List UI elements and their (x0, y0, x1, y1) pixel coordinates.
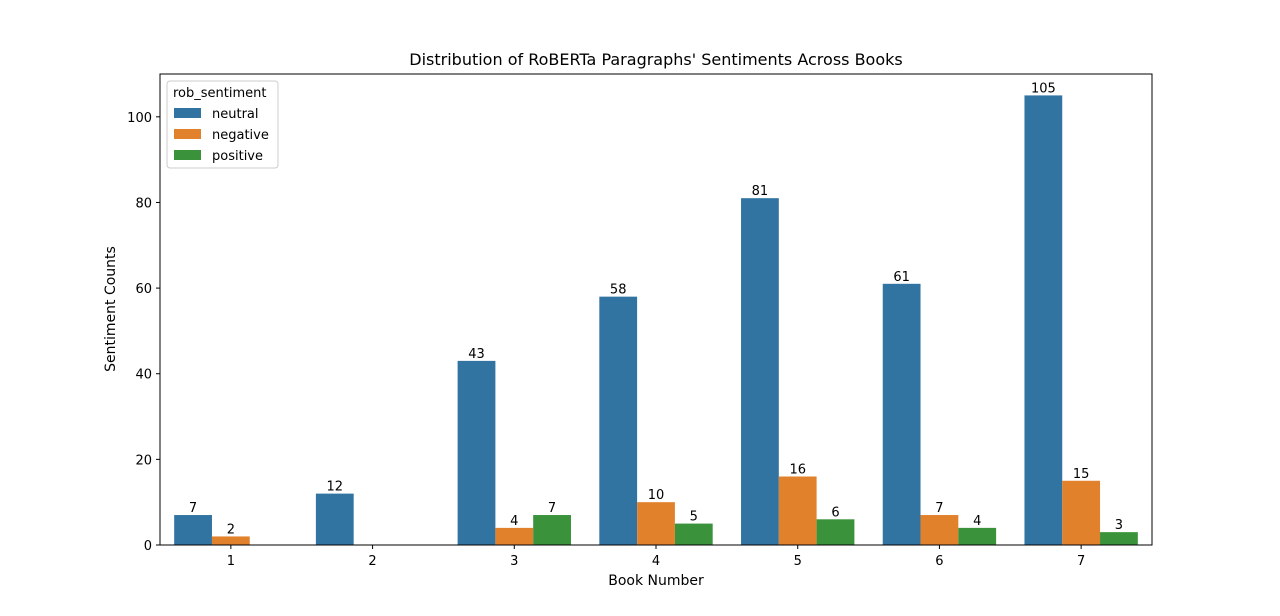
x-axis: 1 2 3 4 5 6 7 (227, 545, 1085, 569)
bar-value-label: 2 (227, 522, 235, 537)
bar-neutral-3 (457, 360, 496, 545)
bar-neutral-2 (315, 493, 354, 545)
legend-label-positive: positive (212, 149, 263, 164)
bar-value-label: 16 (789, 462, 806, 477)
bar-negative-6 (920, 515, 959, 545)
bar-neutral-5 (741, 198, 779, 545)
bar-value-label: 7 (935, 501, 943, 516)
bar-value-label: 15 (1073, 467, 1090, 482)
x-tick-label: 3 (510, 554, 518, 569)
x-tick-label: 6 (935, 554, 943, 569)
bar-value-label: 7 (189, 501, 197, 516)
y-tick-label: 40 (135, 368, 152, 383)
y-tick-label: 100 (127, 111, 152, 126)
bar-value-label: 3 (1115, 518, 1123, 533)
legend-swatch-neutral (174, 108, 201, 118)
y-axis-label: Sentiment Counts (103, 246, 119, 372)
bar-value-label: 61 (893, 270, 910, 285)
bar-negative-3 (495, 527, 534, 545)
plot-frame (159, 73, 1153, 546)
bar-negative-5 (778, 476, 817, 545)
bar-value-label: 4 (510, 514, 518, 529)
bars-group (174, 95, 1138, 545)
x-tick-label: 1 (227, 554, 235, 569)
legend-swatch-negative (174, 129, 201, 139)
bar-positive-4 (674, 523, 713, 545)
bar-value-label: 5 (690, 510, 698, 525)
y-axis: 0 20 40 60 80 100 (127, 111, 160, 554)
bar-neutral-4 (599, 296, 638, 545)
legend-label-neutral: neutral (212, 107, 259, 122)
x-tick-label: 5 (794, 554, 802, 569)
y-tick-label: 60 (135, 282, 152, 297)
bar-value-label: 43 (468, 347, 485, 362)
bar-negative-4 (637, 502, 675, 545)
bar-neutral-7 (1024, 95, 1063, 545)
bar-value-label: 7 (548, 501, 556, 516)
bar-value-label: 12 (327, 480, 344, 495)
x-tick-label: 2 (368, 554, 376, 569)
x-tick-label: 7 (1077, 554, 1085, 569)
bar-value-label: 10 (648, 488, 665, 503)
legend-title: rob_sentiment (173, 86, 266, 101)
bar-neutral-6 (882, 283, 921, 545)
bar-negative-7 (1062, 480, 1101, 545)
bar-value-label: 58 (610, 283, 627, 298)
bar-negative-1 (211, 536, 250, 545)
legend-label-negative: negative (212, 128, 269, 143)
bar-positive-5 (816, 519, 855, 545)
bar-neutral-1 (174, 515, 212, 545)
bar-positive-7 (1100, 532, 1138, 545)
y-tick-label: 80 (135, 196, 152, 211)
bar-value-label: 6 (831, 505, 839, 520)
bar-positive-6 (958, 527, 997, 545)
bar-positive-3 (533, 515, 571, 545)
bar-value-label: 105 (1031, 81, 1056, 96)
chart-title: Distribution of RoBERTa Paragraphs' Sent… (409, 50, 902, 69)
bar-value-label: 81 (752, 184, 769, 199)
x-axis-label: Book Number (608, 573, 704, 589)
y-tick-label: 0 (144, 539, 152, 554)
legend-swatch-positive (174, 150, 201, 160)
y-tick-label: 20 (135, 453, 152, 468)
bar-value-label: 4 (973, 514, 981, 529)
legend-box (166, 80, 279, 169)
x-tick-label: 4 (652, 554, 660, 569)
